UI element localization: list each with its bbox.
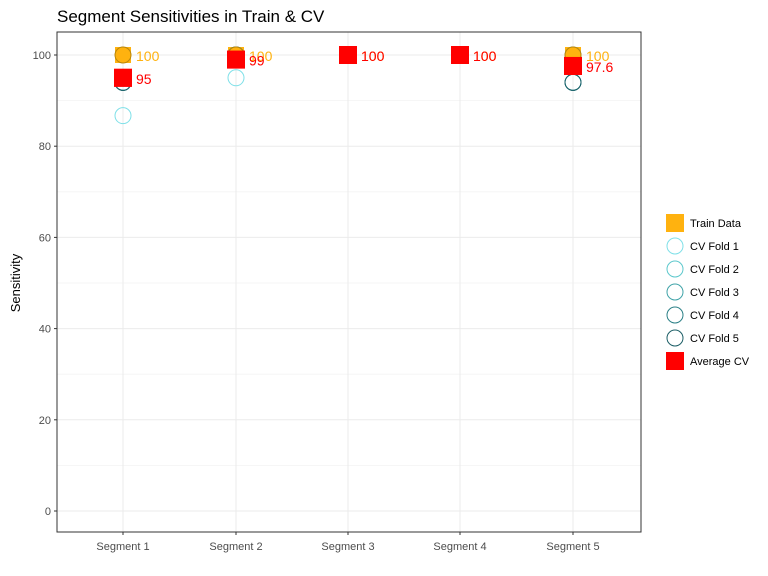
train-data-marker xyxy=(114,46,132,64)
legend-key-square xyxy=(666,352,684,370)
legend: Train Data CV Fold 1 CV Fold 2 CV Fold 3 CV … xyxy=(666,214,750,370)
legend-label: Train Data xyxy=(690,218,742,230)
average-cv-marker xyxy=(564,56,582,75)
average-cv-label: 100 xyxy=(361,48,385,64)
average-cv-marker xyxy=(114,68,132,87)
x-tick-label: Segment 5 xyxy=(546,541,599,553)
y-tick-label: 20 xyxy=(39,415,51,427)
average-cv-label: 97.6 xyxy=(586,59,613,75)
cv-fold-1-marker xyxy=(227,69,245,87)
train-data-label: 100 xyxy=(586,48,610,64)
cv-fold-1-marker xyxy=(114,107,132,125)
legend-key-circle xyxy=(666,260,684,278)
legend-label: CV Fold 1 xyxy=(690,241,739,253)
average-cv-label: 95 xyxy=(136,71,152,87)
y-tick-label: 100 xyxy=(33,50,51,62)
x-axis-ticks: Segment 1 Segment 2 Segment 3 Segment 4 Segm… xyxy=(96,532,600,553)
x-tick-label: Segment 3 xyxy=(321,541,374,553)
chart-title: Segment Sensitivities in Train & CV xyxy=(57,7,325,26)
y-tick-label: 0 xyxy=(45,506,51,518)
legend-label: CV Fold 4 xyxy=(690,310,739,322)
y-tick-label: 60 xyxy=(39,232,51,244)
x-tick-label: Segment 2 xyxy=(209,541,262,553)
y-tick-label: 80 xyxy=(39,141,51,153)
average-cv-marker xyxy=(451,46,469,64)
y-axis-ticks: 0 20 40 60 80 100 xyxy=(33,50,57,518)
x-tick-label: Segment 4 xyxy=(433,541,486,553)
x-tick-label: Segment 1 xyxy=(96,541,149,553)
legend-label: CV Fold 3 xyxy=(690,287,739,299)
average-cv-marker xyxy=(339,46,357,64)
legend-label: Average CV xyxy=(690,356,750,368)
legend-key-square xyxy=(666,214,684,232)
gridlines xyxy=(57,32,641,532)
train-data-label: 100 xyxy=(473,48,497,64)
legend-key-circle xyxy=(666,306,684,324)
y-tick-label: 40 xyxy=(39,324,51,336)
data-points xyxy=(114,46,582,125)
legend-key-circle xyxy=(666,237,684,255)
train-data-label: 100 xyxy=(136,48,160,64)
train-data-label: 100 xyxy=(361,48,385,64)
legend-label: CV Fold 2 xyxy=(690,264,739,276)
train-data-label: 100 xyxy=(249,48,273,64)
average-cv-marker xyxy=(227,50,245,69)
average-cv-label: 100 xyxy=(473,48,497,64)
legend-key-circle xyxy=(666,329,684,347)
legend-key-circle xyxy=(666,283,684,301)
y-axis-label: Sensitivity xyxy=(8,253,23,312)
plot-panel-border xyxy=(56,31,642,533)
legend-label: CV Fold 5 xyxy=(690,333,739,345)
average-cv-label: 99 xyxy=(249,53,265,69)
